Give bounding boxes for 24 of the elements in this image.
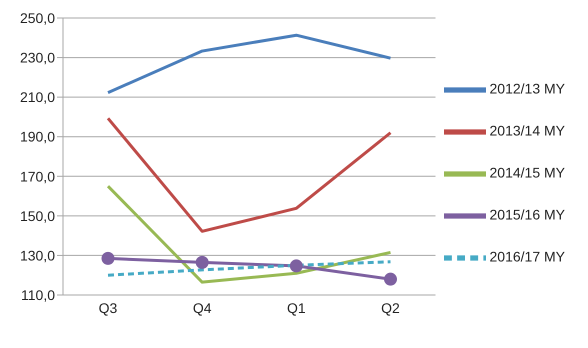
legend-label: 2013/14 MY <box>490 122 565 139</box>
point <box>102 252 114 265</box>
y-tick-label: 110,0 <box>21 286 56 303</box>
x-tick-label: Q4 <box>192 300 212 316</box>
x-tick-label: Q1 <box>286 300 306 316</box>
x-tick-label: Q3 <box>98 300 118 316</box>
y-tick-label: 150,0 <box>20 208 56 224</box>
y-tick-label: 130,0 <box>20 247 56 264</box>
legend-label: 2015/16 MY <box>490 206 565 223</box>
legend-label: 2016/17 MY <box>490 248 565 265</box>
point <box>384 272 397 286</box>
point <box>290 259 303 272</box>
x-tick-label: Q2 <box>381 300 400 316</box>
line-series <box>106 116 392 233</box>
y-tick-label: 170,0 <box>20 168 56 184</box>
line-series <box>106 34 392 94</box>
line-series <box>106 184 392 284</box>
y-tick-label: 250,0 <box>20 10 56 26</box>
y-tick-label: 210,0 <box>20 89 56 106</box>
point <box>196 256 209 269</box>
y-tick-label: 230,0 <box>20 50 56 66</box>
legend-label: 2012/13 MY <box>490 80 565 97</box>
y-tick-label: 190,0 <box>20 128 56 145</box>
legend-label: 2014/15 MY <box>490 164 565 181</box>
